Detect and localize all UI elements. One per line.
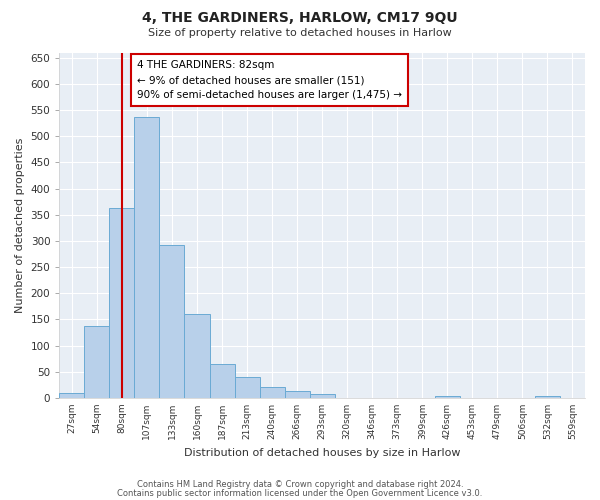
Bar bbox=[209, 364, 235, 398]
Bar bbox=[435, 396, 460, 398]
Bar bbox=[284, 390, 310, 398]
Bar bbox=[310, 394, 335, 398]
Text: Size of property relative to detached houses in Harlow: Size of property relative to detached ho… bbox=[148, 28, 452, 38]
Bar bbox=[134, 118, 160, 398]
Bar bbox=[535, 396, 560, 398]
X-axis label: Distribution of detached houses by size in Harlow: Distribution of detached houses by size … bbox=[184, 448, 460, 458]
Text: Contains public sector information licensed under the Open Government Licence v3: Contains public sector information licen… bbox=[118, 489, 482, 498]
Bar bbox=[160, 245, 184, 398]
Text: 4, THE GARDINERS, HARLOW, CM17 9QU: 4, THE GARDINERS, HARLOW, CM17 9QU bbox=[142, 11, 458, 25]
Bar bbox=[235, 377, 260, 398]
Y-axis label: Number of detached properties: Number of detached properties bbox=[15, 138, 25, 313]
Bar bbox=[85, 326, 109, 398]
Bar bbox=[109, 208, 134, 398]
Text: Contains HM Land Registry data © Crown copyright and database right 2024.: Contains HM Land Registry data © Crown c… bbox=[137, 480, 463, 489]
Bar bbox=[184, 314, 209, 398]
Bar bbox=[260, 388, 284, 398]
Bar bbox=[59, 392, 85, 398]
Text: 4 THE GARDINERS: 82sqm
← 9% of detached houses are smaller (151)
90% of semi-det: 4 THE GARDINERS: 82sqm ← 9% of detached … bbox=[137, 60, 402, 100]
